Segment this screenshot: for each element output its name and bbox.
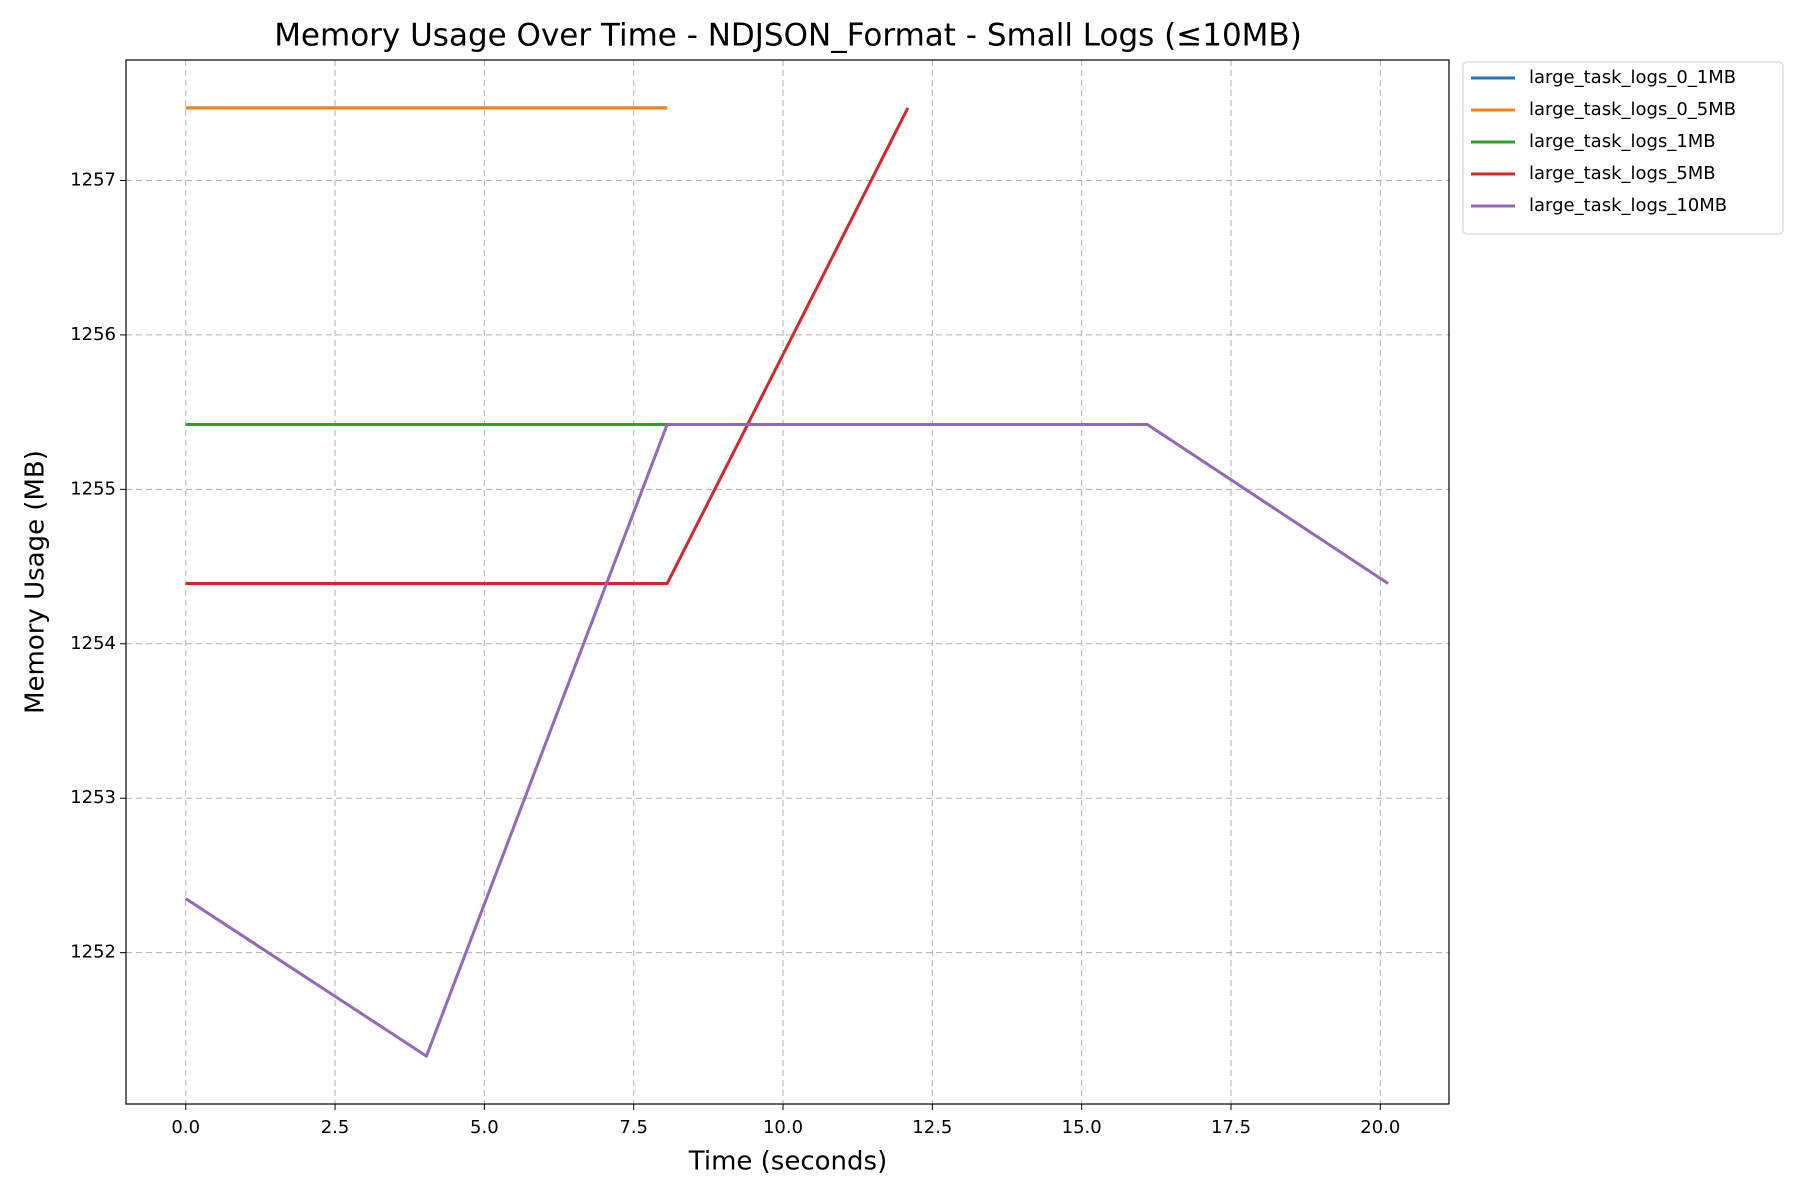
y-tick-label: 1256 bbox=[70, 324, 116, 345]
x-tick-label: 20.0 bbox=[1360, 1117, 1400, 1138]
x-tick-label: 10.0 bbox=[763, 1117, 803, 1138]
x-tick-label: 0.0 bbox=[171, 1117, 200, 1138]
legend-label: large_task_logs_10MB bbox=[1529, 195, 1727, 216]
y-tick-label: 1255 bbox=[70, 478, 116, 499]
x-axis-label: Time (seconds) bbox=[688, 1147, 887, 1177]
x-tick-label: 2.5 bbox=[321, 1117, 350, 1138]
legend-label: large_task_logs_0_5MB bbox=[1529, 99, 1736, 120]
plot-frame bbox=[125, 59, 1450, 1105]
x-tick-label: 12.5 bbox=[912, 1117, 952, 1138]
legend-label: large_task_logs_5MB bbox=[1529, 163, 1716, 184]
legend-label: large_task_logs_1MB bbox=[1529, 131, 1716, 152]
x-tick-label: 7.5 bbox=[619, 1117, 648, 1138]
series-line bbox=[185, 107, 910, 586]
chart-title: Memory Usage Over Time - NDJSON_Format -… bbox=[274, 18, 1302, 54]
y-tick-label: 1252 bbox=[70, 942, 116, 963]
legend-label: large_task_logs_0_1MB bbox=[1529, 67, 1736, 88]
series-line bbox=[184, 422, 1389, 1058]
x-tick-label: 17.5 bbox=[1211, 1117, 1251, 1138]
y-tick-label: 1257 bbox=[70, 169, 116, 190]
y-tick-label: 1254 bbox=[70, 633, 116, 654]
legend-frame bbox=[1462, 61, 1784, 235]
y-axis-label: Memory Usage (MB) bbox=[21, 450, 51, 714]
x-tick-label: 15.0 bbox=[1062, 1117, 1102, 1138]
y-tick-label: 1253 bbox=[70, 787, 116, 808]
x-tick-label: 5.0 bbox=[470, 1117, 499, 1138]
